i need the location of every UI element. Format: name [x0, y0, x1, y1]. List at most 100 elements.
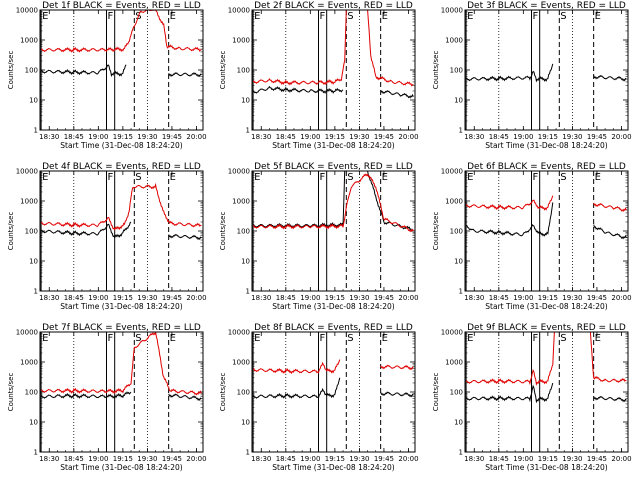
x-tick-label: 18:30	[39, 294, 59, 302]
series-line-events	[40, 221, 132, 239]
x-tick-label: 19:30	[562, 294, 582, 302]
x-tick-label: 19:00	[300, 133, 320, 141]
marker-label: F	[533, 172, 539, 183]
series-line-lld	[40, 9, 202, 53]
marker-label: E	[170, 11, 176, 22]
panel-title: Det 8f BLACK = Events, RED = LLD	[254, 323, 413, 333]
series-line-lld	[380, 364, 414, 371]
x-axis-label: Start Time (31-Dec-08 18:24:20)	[272, 302, 394, 311]
panel-title: Det 2f BLACK = Events, RED = LLD	[254, 1, 413, 11]
x-tick-label: 19:45	[587, 455, 607, 463]
x-tick-label: 19:30	[562, 133, 582, 141]
series-line-events	[40, 64, 127, 78]
y-tick-label: 10	[29, 97, 38, 105]
plot-frame	[251, 331, 416, 453]
x-tick-label: 18:30	[251, 133, 271, 141]
marker-label: E	[467, 172, 473, 183]
y-tick-label: 1	[246, 288, 250, 296]
x-tick-label: 19:00	[300, 455, 320, 463]
series-line-lld	[252, 9, 414, 87]
x-tick-label: 18:30	[464, 455, 484, 463]
marker-label: F	[108, 11, 114, 22]
x-tick-label: 18:45	[276, 294, 296, 302]
y-tick-label: 1	[459, 449, 463, 457]
x-tick-label: 19:30	[349, 294, 369, 302]
plot-frame	[251, 9, 416, 131]
x-tick-label: 19:15	[113, 133, 133, 141]
y-tick-label: 1000	[232, 37, 250, 45]
marker-label: E	[42, 172, 48, 183]
y-tick-label: 1000	[232, 198, 250, 206]
x-tick-label: 19:30	[137, 455, 157, 463]
x-tick-label: 18:30	[39, 455, 59, 463]
series-line-events	[168, 393, 202, 401]
y-tick-label: 1	[34, 449, 38, 457]
panel-title: Det 7f BLACK = Events, RED = LLD	[42, 323, 201, 333]
series-line-lld	[252, 173, 414, 233]
y-tick-label: 1	[34, 288, 38, 296]
y-tick-label: 10	[454, 419, 463, 427]
marker-label: E	[382, 333, 388, 344]
x-tick-label: 19:45	[162, 455, 182, 463]
x-tick-label: 18:45	[64, 133, 84, 141]
panel-title: Det 4f BLACK = Events, RED = LLD	[42, 162, 201, 172]
y-tick-label: 1000	[232, 359, 250, 367]
x-tick-label: 19:15	[325, 294, 345, 302]
y-tick-label: 10000	[441, 7, 463, 15]
y-tick-label: 10000	[16, 168, 38, 176]
y-tick-label: 100	[25, 389, 38, 397]
y-tick-label: 10000	[228, 7, 250, 15]
x-tick-label: 19:00	[88, 133, 108, 141]
panel-title: Det 6f BLACK = Events, RED = LLD	[467, 162, 626, 172]
series-line-events	[380, 391, 414, 398]
plot-frame	[464, 9, 629, 131]
y-tick-label: 10	[454, 258, 463, 266]
y-tick-label: 10000	[228, 168, 250, 176]
y-tick-label: 1	[459, 288, 463, 296]
series-line-events	[40, 391, 132, 400]
x-tick-label: 19:45	[162, 133, 182, 141]
x-tick-label: 18:30	[251, 294, 271, 302]
y-tick-label: 1	[34, 127, 38, 135]
y-tick-label: 100	[450, 67, 463, 75]
x-tick-label: 18:45	[489, 455, 509, 463]
x-tick-label: 19:30	[349, 133, 369, 141]
y-tick-label: 1	[246, 449, 250, 457]
marker-label: E	[42, 11, 48, 22]
marker-label: F	[320, 172, 326, 183]
x-tick-label: 20:00	[611, 455, 631, 463]
plot-frame	[464, 331, 629, 453]
marker-label: E	[170, 333, 176, 344]
plot-frame	[251, 170, 416, 292]
x-tick-label: 19:45	[374, 455, 394, 463]
y-tick-label: 1000	[20, 198, 38, 206]
x-axis-label: Start Time (31-Dec-08 18:24:20)	[60, 141, 182, 150]
x-tick-label: 19:15	[113, 455, 133, 463]
y-tick-label: 10	[454, 97, 463, 105]
marker-label: S	[560, 172, 566, 183]
x-tick-label: 18:45	[64, 294, 84, 302]
panel-title: Det 5f BLACK = Events, RED = LLD	[254, 162, 413, 172]
y-axis-label: Counts/sec	[432, 373, 440, 412]
series-line-lld	[252, 359, 341, 375]
y-tick-label: 1	[459, 127, 463, 135]
series-line-events	[252, 377, 341, 399]
y-tick-label: 1	[246, 127, 250, 135]
x-axis-label: Start Time (31-Dec-08 18:24:20)	[272, 141, 394, 150]
plot-frame	[464, 170, 629, 292]
plot-frame	[39, 331, 204, 453]
marker-label: E	[595, 333, 601, 344]
series-line-events	[380, 89, 414, 99]
series-line-events	[252, 85, 344, 94]
marker-label: S	[135, 172, 141, 183]
y-tick-label: 1000	[20, 37, 38, 45]
marker-label: E	[382, 11, 388, 22]
x-axis-label: Start Time (31-Dec-08 18:24:20)	[485, 302, 607, 311]
x-tick-label: 18:45	[64, 455, 84, 463]
x-tick-label: 18:45	[276, 455, 296, 463]
series-line-events	[168, 233, 202, 241]
marker-label: S	[347, 11, 353, 22]
panel-7: Det 7f BLACK = Events, RED = LLD Counts/s…	[7, 323, 207, 472]
series-line-events	[168, 72, 202, 78]
series-line-lld	[465, 195, 554, 211]
